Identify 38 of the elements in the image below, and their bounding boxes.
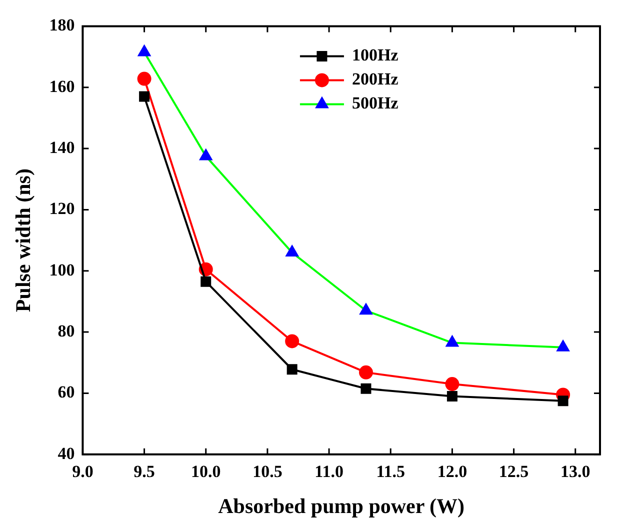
point bbox=[445, 377, 460, 392]
x-tick-label: 12.0 bbox=[437, 462, 468, 481]
point bbox=[556, 340, 570, 352]
point bbox=[358, 365, 373, 380]
point bbox=[286, 246, 298, 257]
point bbox=[138, 45, 150, 56]
x-tick-label: 10.5 bbox=[252, 462, 282, 481]
point bbox=[137, 72, 152, 86]
y-tick-label: 100 bbox=[49, 260, 75, 280]
y-tick-label: 40 bbox=[58, 444, 75, 463]
x-tick-label: 12.5 bbox=[498, 462, 529, 481]
x-tick-label: 13.0 bbox=[560, 462, 590, 481]
point bbox=[286, 364, 298, 375]
y-tick-label: 180 bbox=[49, 16, 75, 35]
y-tick-label: 120 bbox=[49, 199, 75, 218]
point bbox=[446, 391, 458, 402]
x-tick-label: 9.0 bbox=[72, 462, 94, 481]
point bbox=[200, 276, 212, 287]
x-tick-label: 11.5 bbox=[376, 462, 406, 481]
x-axis-title: Absorbed pump power (W) bbox=[218, 494, 465, 518]
x-tick-label: 10.0 bbox=[190, 462, 221, 481]
point bbox=[139, 91, 150, 102]
point bbox=[360, 304, 372, 315]
y-tick-label: 160 bbox=[49, 76, 75, 96]
y-tick-label: 60 bbox=[58, 382, 75, 402]
y-tick-label: 140 bbox=[49, 138, 75, 157]
point bbox=[200, 149, 212, 160]
y-axis-title: Pulse width (ns) bbox=[11, 168, 36, 312]
legend-label: 100Hz bbox=[352, 46, 399, 65]
point bbox=[446, 336, 458, 347]
point bbox=[360, 383, 372, 394]
legend-label: 500Hz bbox=[352, 94, 399, 113]
legend-label: 200Hz bbox=[352, 70, 399, 89]
y-tick-label: 80 bbox=[58, 321, 75, 340]
point bbox=[558, 396, 568, 406]
x-tick-label: 9.5 bbox=[134, 462, 155, 481]
point bbox=[285, 334, 300, 348]
x-tick-label: 11.0 bbox=[314, 462, 344, 481]
